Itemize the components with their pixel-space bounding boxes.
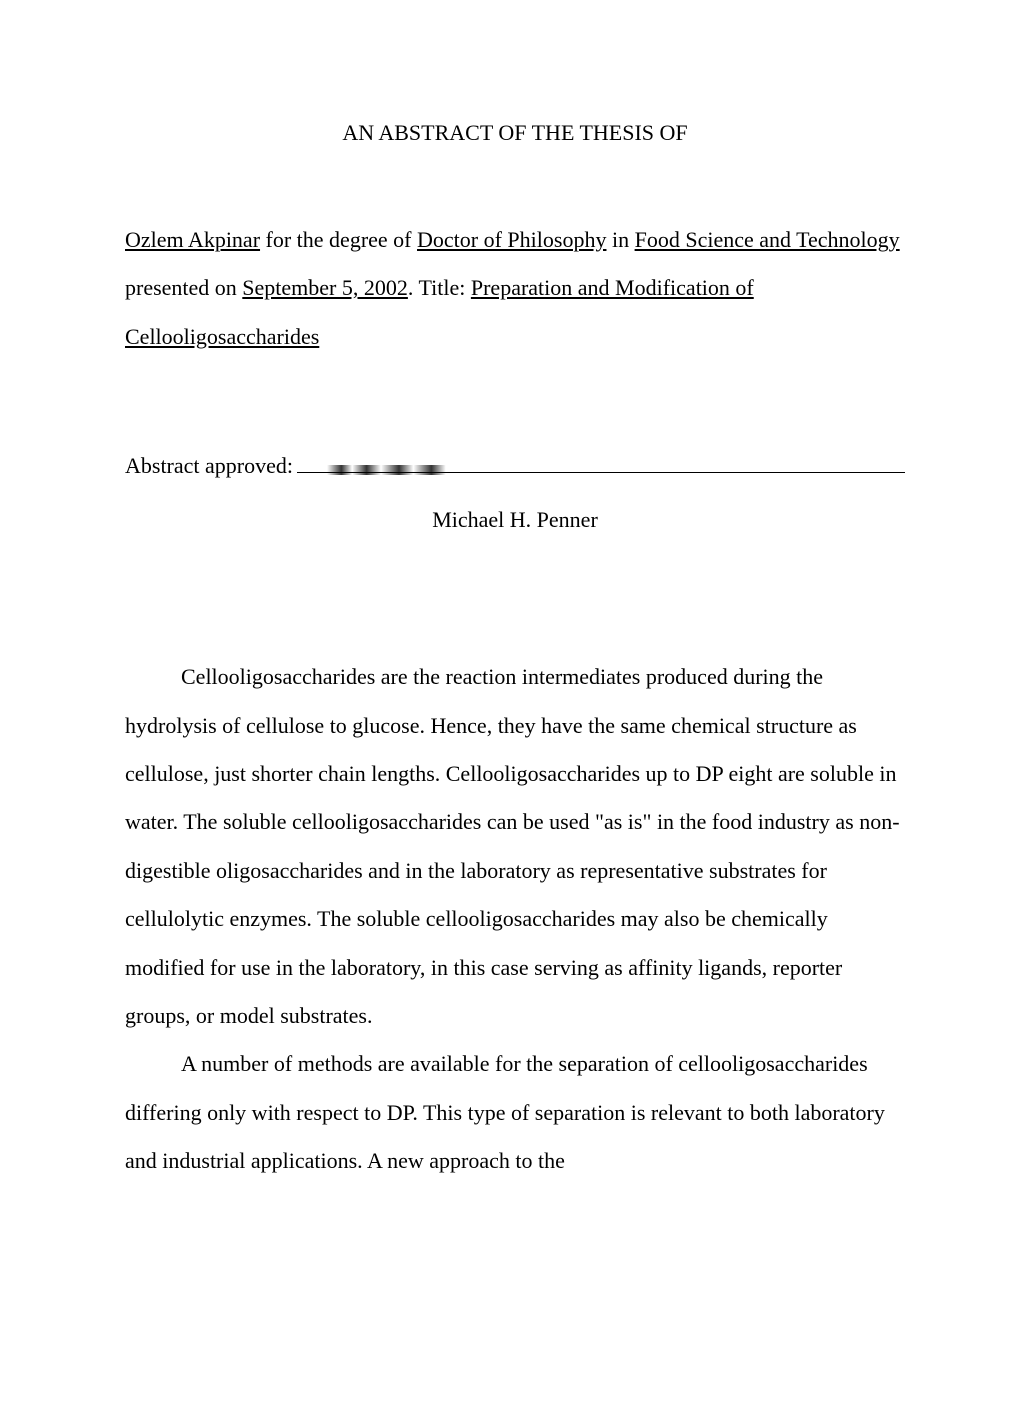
approver-name: Michael H. Penner [125, 507, 905, 533]
degree-connector-1: for the degree of [260, 227, 417, 252]
signature-line [297, 451, 905, 473]
body-paragraph-2: A number of methods are available for th… [125, 1040, 905, 1185]
signature-redaction [327, 465, 507, 475]
degree-connector-4: . Title: [408, 275, 471, 300]
abstract-heading: AN ABSTRACT OF THE THESIS OF [125, 120, 905, 146]
body-paragraph-1: Cellooligosaccharides are the reaction i… [125, 653, 905, 1040]
degree-connector-2: in [606, 227, 634, 252]
department-name: Food Science and Technology [635, 227, 900, 252]
author-name: Ozlem Akpinar [125, 227, 260, 252]
presentation-date: September 5, 2002 [242, 275, 408, 300]
approval-line: Abstract approved: [125, 451, 905, 479]
abstract-body: Cellooligosaccharides are the reaction i… [125, 653, 905, 1185]
degree-statement: Ozlem Akpinar for the degree of Doctor o… [125, 216, 905, 361]
degree-name: Doctor of Philosophy [417, 227, 606, 252]
degree-connector-3: presented on [125, 275, 242, 300]
approval-block: Abstract approved: [125, 451, 905, 479]
approval-label: Abstract approved: [125, 453, 293, 479]
